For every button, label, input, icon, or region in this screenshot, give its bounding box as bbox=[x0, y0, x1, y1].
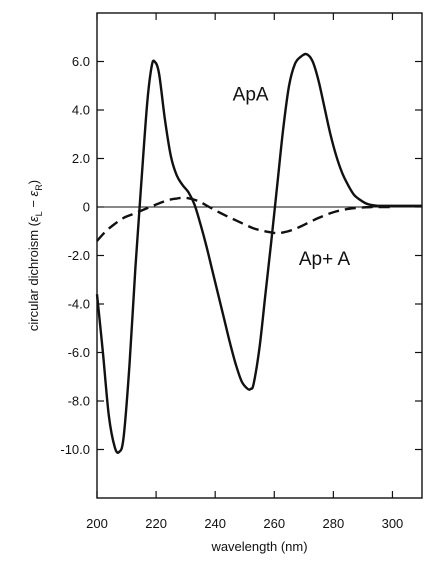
y-axis-title-epsilon-r: ε bbox=[26, 190, 41, 196]
x-tick-label: 300 bbox=[382, 516, 404, 531]
y-axis-title: circular dichroism (εL − εR) bbox=[26, 180, 44, 331]
y-axis-title-epsilon-l: ε bbox=[26, 216, 41, 222]
y-tick-label: -2.0 bbox=[68, 248, 90, 263]
annotation-layer: ApA Ap+ A bbox=[233, 84, 351, 270]
x-tick-label: 260 bbox=[263, 516, 285, 531]
x-axis-title: wavelength (nm) bbox=[210, 539, 307, 554]
x-tick-label: 240 bbox=[204, 516, 226, 531]
series-line-ap-plus-a bbox=[96, 196, 393, 242]
y-tick-label: -6.0 bbox=[68, 345, 90, 360]
x-tick-label: 280 bbox=[323, 516, 345, 531]
series-label: Ap+ A bbox=[299, 249, 351, 270]
y-tick-label: 2.0 bbox=[72, 151, 90, 166]
y-axis-title-sub-l: L bbox=[34, 211, 44, 216]
y-axis-ticks: 6.0 4.0 2.0 0 -2.0 -4.0 -6.0 -8.0 -10.0 bbox=[60, 54, 422, 457]
x-tick-label: 220 bbox=[145, 516, 167, 531]
series-line-apa bbox=[95, 52, 422, 454]
x-tick-label: 200 bbox=[86, 516, 108, 531]
series-layer bbox=[95, 52, 422, 454]
y-tick-label: 0 bbox=[83, 200, 90, 215]
y-tick-label: 6.0 bbox=[72, 54, 90, 69]
x-axis-ticks: 200 220 240 260 280 300 bbox=[86, 13, 403, 531]
y-axis-title-main: circular dichroism ( bbox=[26, 221, 41, 331]
y-axis-title-close: ) bbox=[26, 180, 41, 184]
y-axis-title-sub-r: R bbox=[34, 184, 44, 191]
y-tick-label: 4.0 bbox=[72, 103, 90, 118]
y-tick-label: -10.0 bbox=[60, 442, 90, 457]
y-tick-label: -4.0 bbox=[68, 297, 90, 312]
series-label: ApA bbox=[233, 84, 269, 105]
y-tick-label: -8.0 bbox=[68, 394, 90, 409]
y-axis-title-minus: − bbox=[26, 196, 41, 211]
